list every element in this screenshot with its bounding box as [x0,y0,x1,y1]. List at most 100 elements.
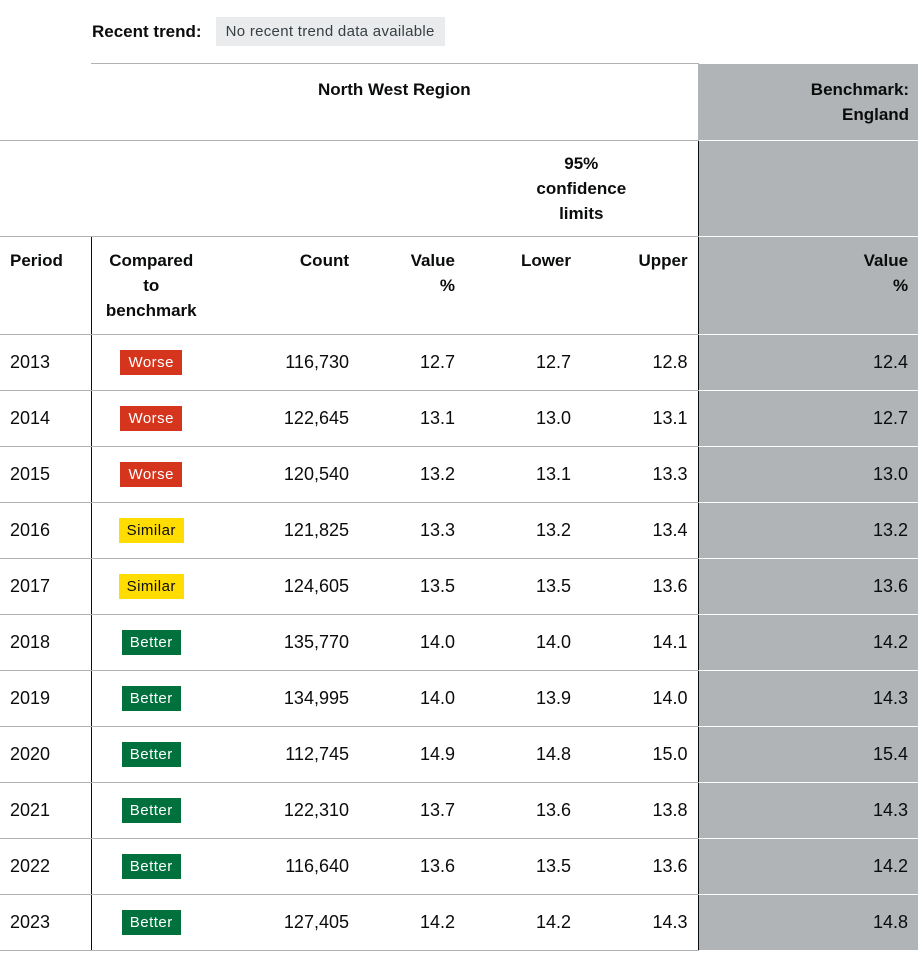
cell-period: 2013 [0,334,91,391]
comparison-badge: Worse [120,350,183,375]
cell-value: 13.5 [359,558,465,615]
col-compared: Compared to benchmark [90,236,211,335]
col-compared-line2: to [143,276,160,295]
confidence-limits-header: 95% confidence limits [465,140,699,237]
col-compared-line3: benchmark [105,301,197,320]
cell-count: 121,825 [211,502,359,559]
cell-lower: 13.6 [465,782,581,839]
cell-count: 127,405 [211,894,359,951]
table-row: 2013 Worse 116,730 12.7 12.7 12.8 12.4 [0,334,918,391]
col-benchmark-value-line2: % [892,276,909,295]
table-row: 2020 Better 112,745 14.9 14.8 15.0 15.4 [0,726,918,783]
cell-period: 2020 [0,726,91,783]
ci-line3: limits [559,204,604,223]
recent-trend-tag: No recent trend data available [215,17,445,46]
cell-period: 2015 [0,446,91,503]
cell-value: 13.2 [359,446,465,503]
col-lower-label: Lower [520,251,571,270]
cell-period: 2022 [0,838,91,895]
cell-upper: 15.0 [581,726,699,783]
col-period: Period [0,236,91,335]
cell-compared: Similar [90,558,211,615]
comparison-badge: Better [121,742,181,767]
comparison-badge: Better [121,798,181,823]
cell-compared: Better [90,726,211,783]
cell-upper: 14.1 [581,614,699,671]
benchmark-ci-spacer [697,140,918,237]
col-value: Value % [359,236,465,335]
cell-value: 12.7 [359,334,465,391]
cell-value: 13.6 [359,838,465,895]
col-compared-line1: Compared [109,251,194,270]
cell-benchmark-value: 14.2 [697,614,918,671]
ci-spacer [0,140,465,237]
cell-upper: 14.3 [581,894,699,951]
comparison-badge: Better [121,854,181,879]
cell-count: 122,310 [211,782,359,839]
comparison-badge: Better [121,686,181,711]
cell-compared: Better [90,838,211,895]
cell-benchmark-value: 14.3 [697,782,918,839]
cell-upper: 13.4 [581,502,699,559]
table-row: 2022 Better 116,640 13.6 13.5 13.6 14.2 [0,838,918,895]
header-spacer [0,63,91,141]
cell-lower: 13.2 [465,502,581,559]
benchmark-header: Benchmark: England [697,63,918,141]
recent-trend-label: Recent trend: [92,21,202,41]
cell-lower: 14.8 [465,726,581,783]
col-benchmark-value: Value % [697,236,918,335]
cell-compared: Worse [90,334,211,391]
cell-compared: Similar [90,502,211,559]
col-count: Count [211,236,359,335]
cell-value: 14.0 [359,614,465,671]
cell-value: 14.2 [359,894,465,951]
table-row: 2016 Similar 121,825 13.3 13.2 13.4 13.2 [0,502,918,559]
cell-count: 135,770 [211,614,359,671]
table-row: 2018 Better 135,770 14.0 14.0 14.1 14.2 [0,614,918,671]
cell-benchmark-value: 13.2 [697,502,918,559]
cell-count: 120,540 [211,446,359,503]
cell-value: 14.0 [359,670,465,727]
comparison-badge: Better [121,630,181,655]
cell-upper: 12.8 [581,334,699,391]
benchmark-header-line1: Benchmark: [810,79,910,99]
benchmark-header-line2: England [842,104,910,124]
cell-upper: 13.8 [581,782,699,839]
ci-line1: 95% [564,154,599,173]
table-row: 2017 Similar 124,605 13.5 13.5 13.6 13.6 [0,558,918,615]
col-upper-label: Upper [638,251,688,270]
recent-trend: Recent trend: No recent trend data avail… [92,17,445,46]
col-count-label: Count [299,251,349,270]
col-benchmark-value-line1: Value [863,251,909,270]
cell-period: 2018 [0,614,91,671]
table-row: 2021 Better 122,310 13.7 13.6 13.8 14.3 [0,782,918,839]
cell-lower: 13.5 [465,838,581,895]
cell-benchmark-value: 13.6 [697,558,918,615]
cell-period: 2021 [0,782,91,839]
cell-benchmark-value: 14.8 [697,894,918,951]
col-value-line2: % [439,276,455,295]
col-period-label: Period [10,251,63,270]
cell-compared: Better [90,614,211,671]
cell-period: 2014 [0,390,91,447]
cell-benchmark-value: 12.4 [697,334,918,391]
cell-period: 2019 [0,670,91,727]
cell-count: 116,730 [211,334,359,391]
cell-count: 116,640 [211,838,359,895]
cell-period: 2023 [0,894,91,951]
cell-value: 13.7 [359,782,465,839]
cell-count: 124,605 [211,558,359,615]
comparison-badge: Similar [118,574,184,599]
cell-lower: 13.0 [465,390,581,447]
comparison-badge: Worse [120,406,183,431]
cell-lower: 12.7 [465,334,581,391]
cell-compared: Better [90,894,211,951]
cell-count: 122,645 [211,390,359,447]
indicator-data-table: North West Region Benchmark: England 95%… [0,63,918,951]
cell-benchmark-value: 14.3 [697,670,918,727]
cell-value: 14.9 [359,726,465,783]
cell-lower: 13.9 [465,670,581,727]
table-row: 2015 Worse 120,540 13.2 13.1 13.3 13.0 [0,446,918,503]
comparison-badge: Similar [118,518,184,543]
cell-lower: 13.5 [465,558,581,615]
